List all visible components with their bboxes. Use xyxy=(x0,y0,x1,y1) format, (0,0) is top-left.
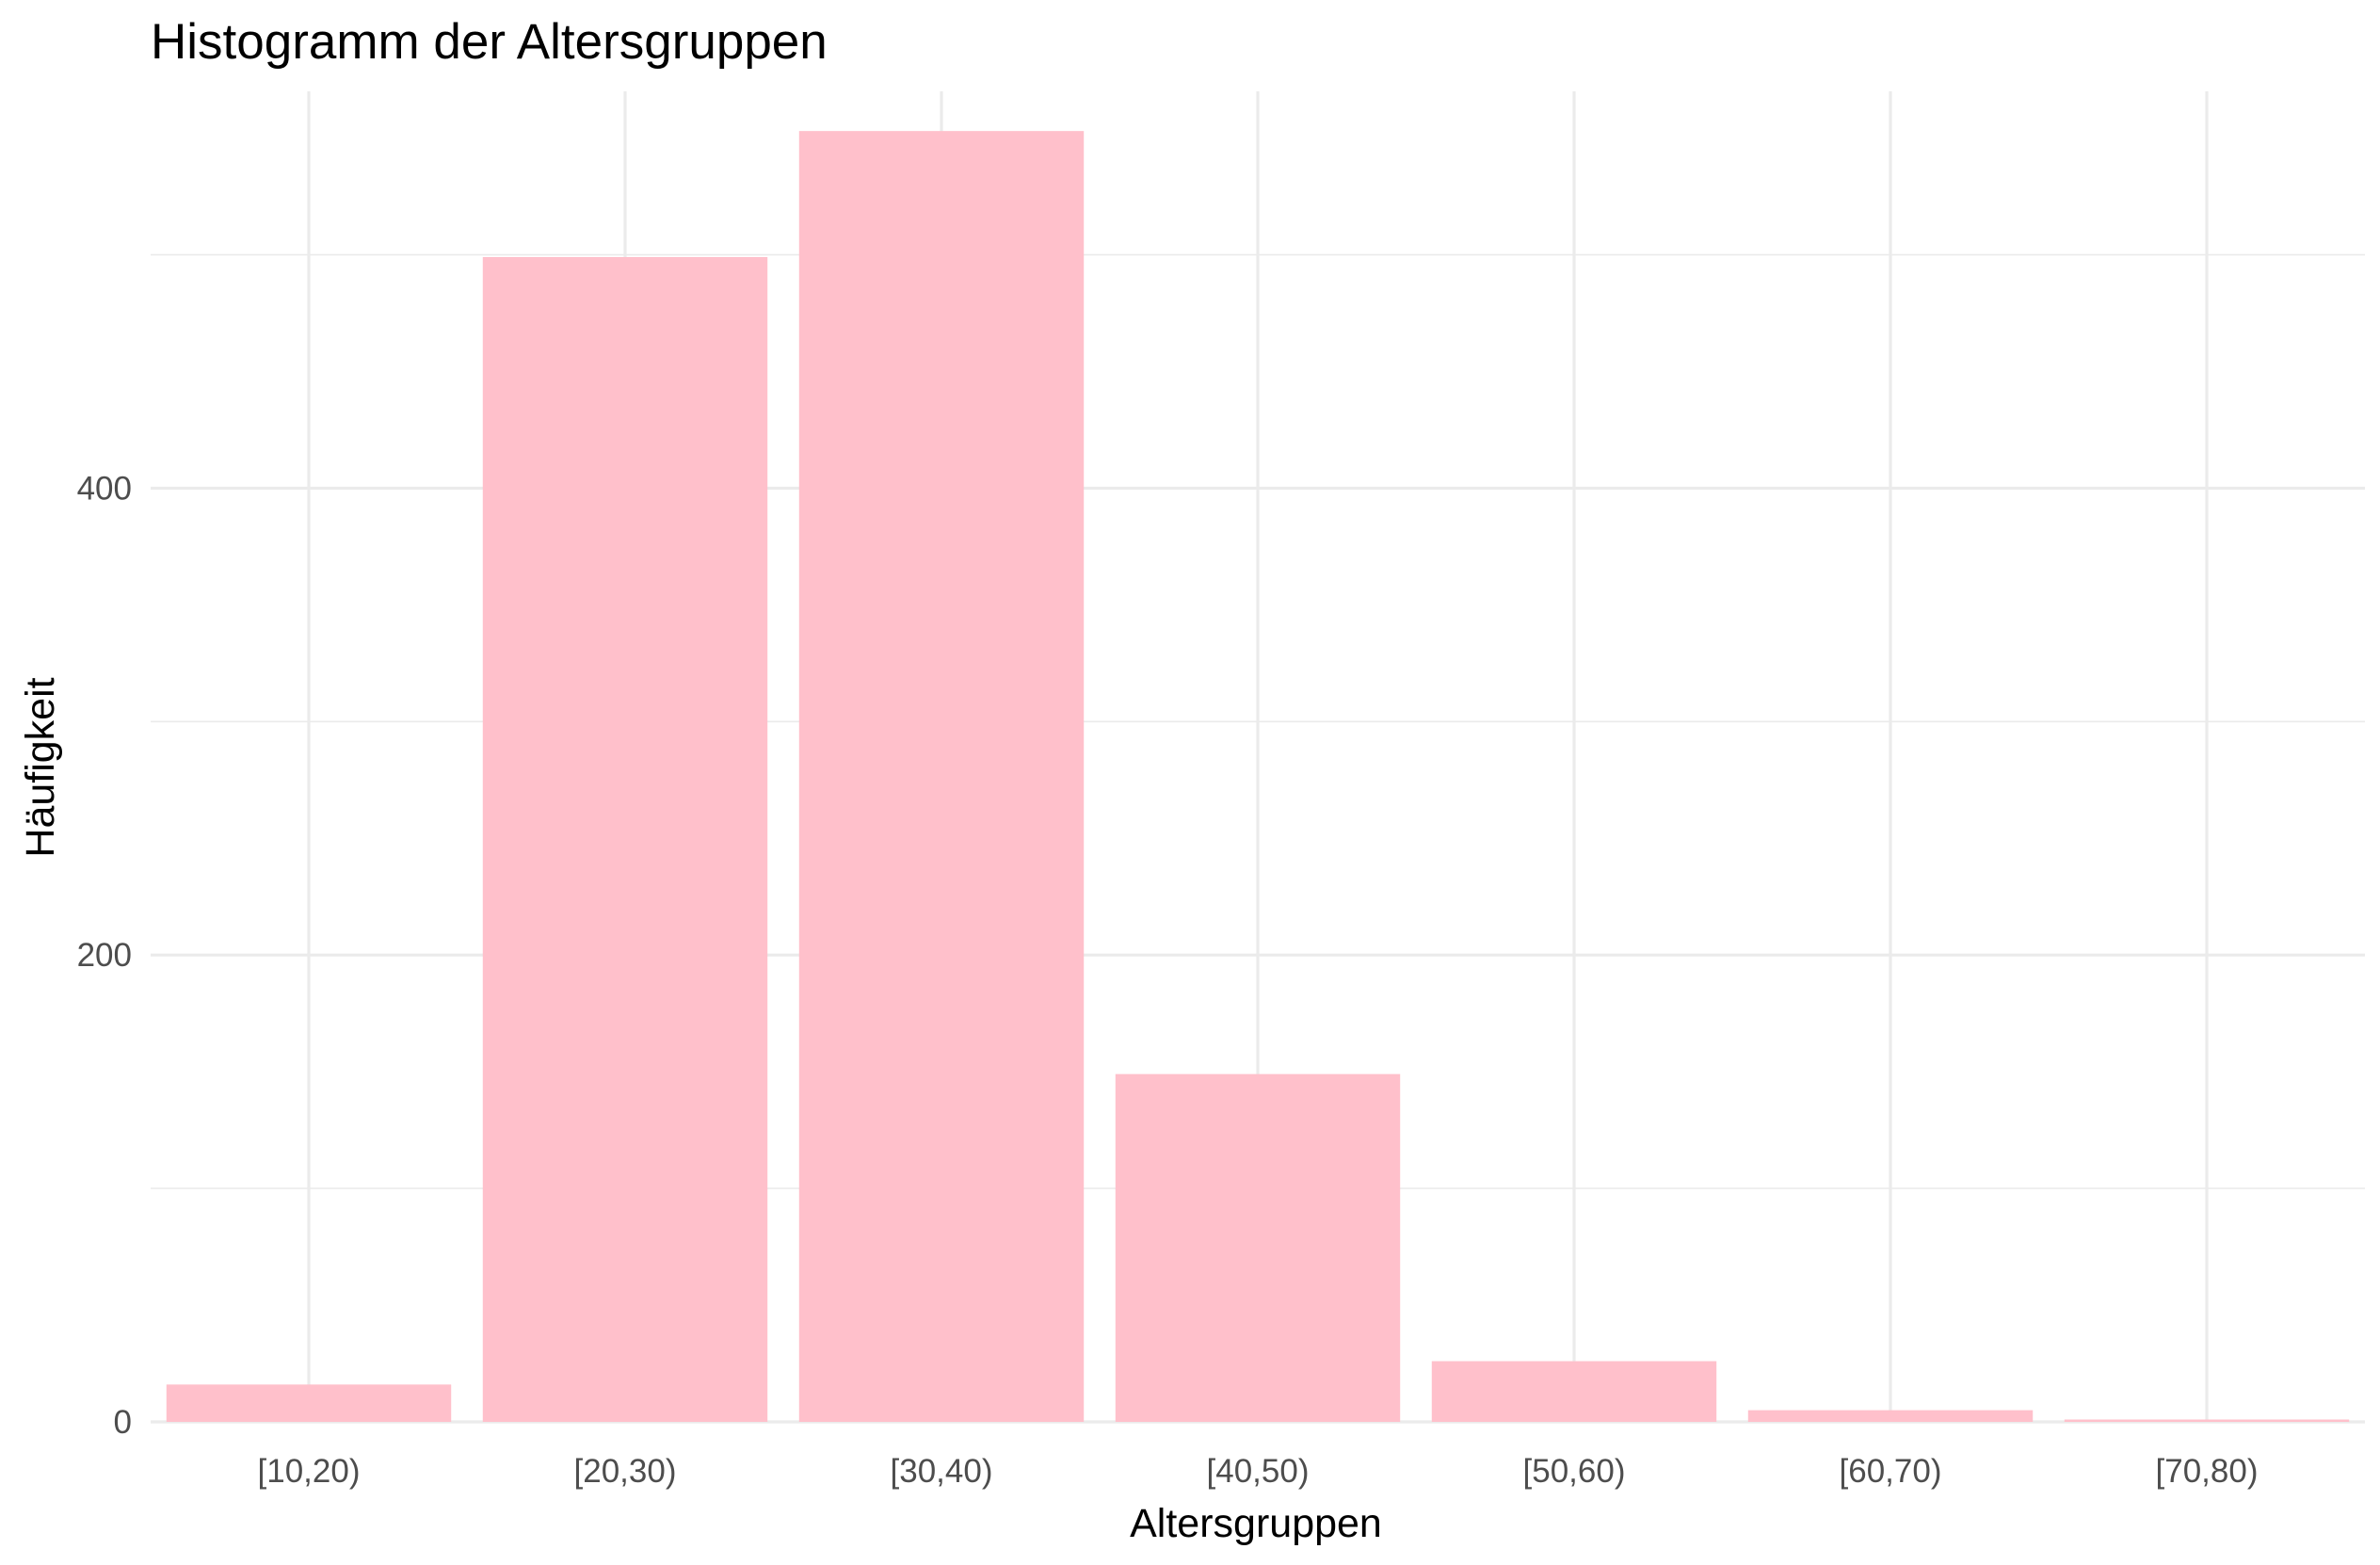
bar xyxy=(2064,1419,2350,1422)
x-tick-label: [10,20) xyxy=(258,1453,361,1490)
x-tick-label: [30,40) xyxy=(891,1453,993,1490)
x-tick-label: [40,50) xyxy=(1207,1453,1310,1490)
bar xyxy=(166,1384,452,1422)
bar xyxy=(798,131,1085,1423)
x-tick-label: [50,60) xyxy=(1523,1453,1626,1490)
x-axis-ticks: [10,20) [20,30) [30,40) [40,50) [50,60) [60,7… xyxy=(258,1453,2259,1490)
y-axis-ticks: 0 200 400 xyxy=(77,470,132,1441)
bars xyxy=(166,131,2350,1423)
bar xyxy=(1431,1361,1717,1422)
bar xyxy=(482,257,768,1422)
bar xyxy=(1747,1410,2034,1422)
chart-title: Histogramm der Altersgruppen xyxy=(151,14,828,70)
y-tick-label: 0 xyxy=(114,1404,132,1441)
x-tick-label: [70,80) xyxy=(2156,1453,2259,1490)
x-tick-label: [60,70) xyxy=(1840,1453,1942,1490)
bar xyxy=(1115,1073,1401,1422)
y-tick-label: 400 xyxy=(77,470,132,507)
x-tick-label: [20,30) xyxy=(574,1453,677,1490)
x-axis-title: Altersgruppen xyxy=(1130,1501,1382,1546)
y-tick-label: 200 xyxy=(77,937,132,974)
y-axis-title: Häufigkeit xyxy=(18,677,63,857)
